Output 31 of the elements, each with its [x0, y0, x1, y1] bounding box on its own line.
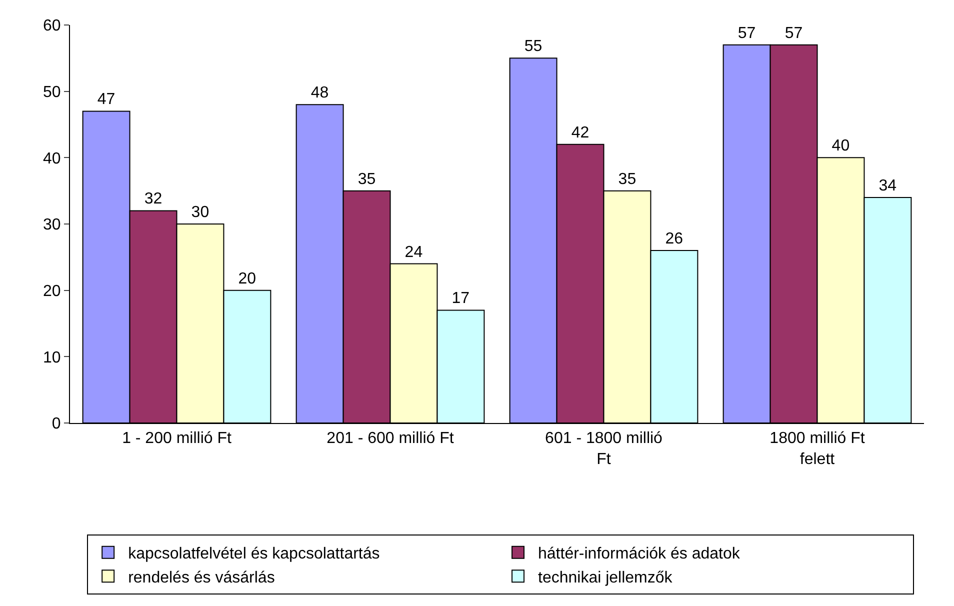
y-tick-label: 20: [43, 282, 61, 300]
data-label: 35: [358, 170, 376, 188]
data-label: 57: [738, 24, 756, 42]
x-tick-label: 1800 millió Ft felett: [770, 430, 866, 468]
legend-label: háttér-információk és adatok: [538, 546, 741, 563]
data-label: 20: [238, 270, 256, 288]
y-tick-label: 60: [43, 18, 61, 35]
legend-label: rendelés és vásárlás: [128, 569, 275, 586]
data-label: 55: [524, 38, 542, 56]
y-tick-label: 50: [43, 84, 61, 101]
data-label: 40: [832, 138, 850, 155]
data-label: 34: [878, 177, 897, 194]
x-tick-label: 601 - 1800 millió Ft: [545, 430, 663, 468]
legend-label: kapcsolatfelvétel és kapcsolattartás: [128, 546, 380, 563]
y-tick-label: 0: [52, 416, 61, 433]
data-label: 30: [191, 204, 210, 221]
data-label: 42: [571, 124, 590, 142]
legend-label: technikai jellemzők: [538, 569, 674, 586]
data-label: 48: [310, 84, 329, 102]
x-tick-label: 1 - 200 millió Ft: [122, 430, 232, 448]
y-tick-label: 10: [43, 349, 61, 366]
data-label: 57: [784, 24, 803, 42]
data-label: 26: [665, 230, 684, 248]
data-label: 47: [97, 91, 116, 108]
data-label: 24: [404, 244, 423, 261]
data-label: 35: [618, 170, 636, 188]
y-tick-label: 30: [43, 216, 61, 234]
y-tick-label: 40: [43, 150, 61, 168]
data-label: 17: [452, 290, 470, 308]
x-tick-label: 201 - 600 millió Ft: [326, 430, 454, 448]
data-label: 32: [144, 190, 162, 208]
